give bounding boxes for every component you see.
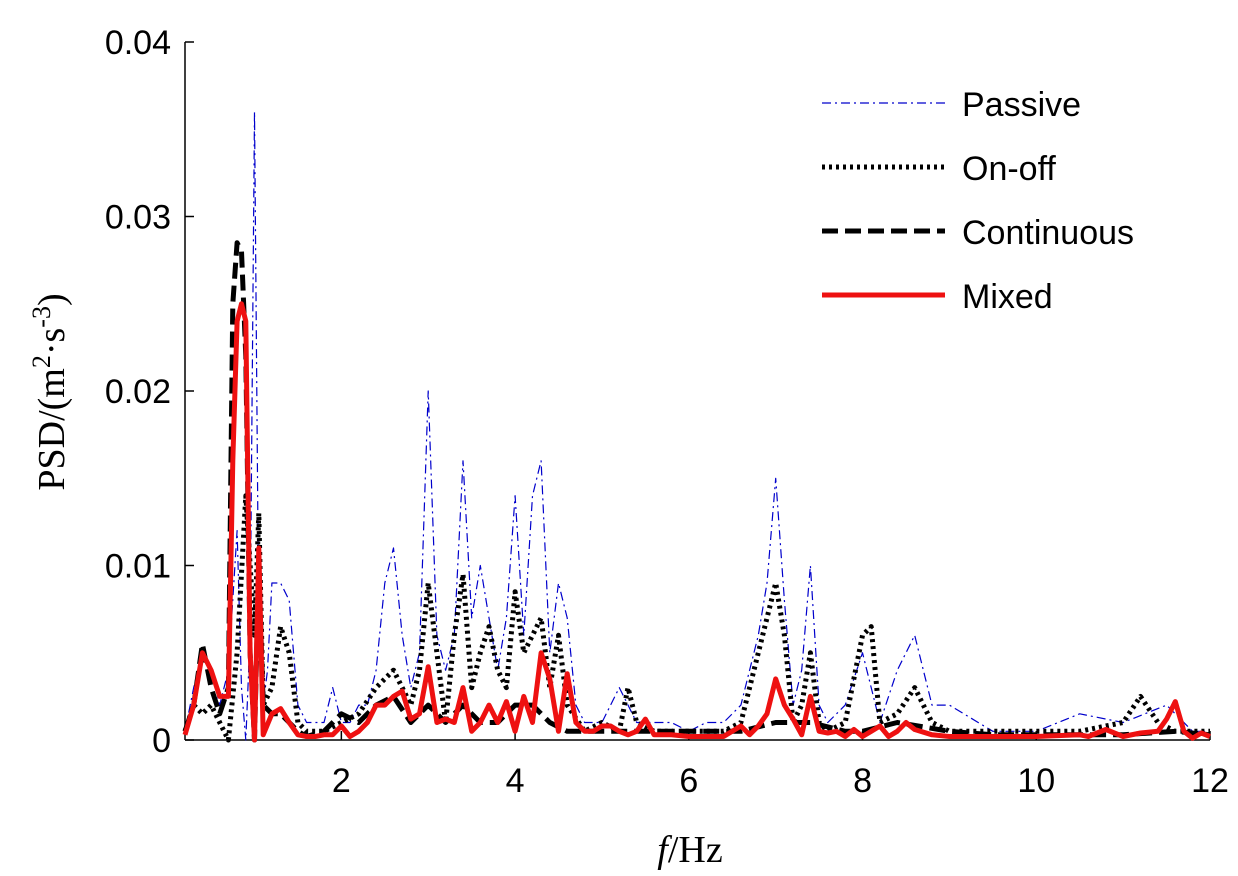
y-tick-label: 0 bbox=[152, 722, 171, 760]
legend-label-passive: Passive bbox=[962, 86, 1081, 124]
x-ticks: 2 4 6 8 10 12 bbox=[332, 731, 1229, 800]
y-axis-title-sup2: -3 bbox=[27, 306, 56, 328]
y-tick-label: 0.03 bbox=[105, 199, 171, 237]
x-tick-label: 12 bbox=[1191, 762, 1229, 800]
x-tick-label: 4 bbox=[506, 762, 525, 800]
series-group bbox=[182, 111, 1211, 743]
axes bbox=[184, 42, 1210, 741]
x-tick-label: 6 bbox=[679, 762, 698, 800]
x-tick-label: 10 bbox=[1017, 762, 1055, 800]
legend-label-continuous: Continuous bbox=[962, 214, 1134, 252]
y-tick-label: 0.04 bbox=[105, 24, 171, 62]
legend-label-mixed: Mixed bbox=[962, 278, 1053, 316]
legend-label-on-off: On-off bbox=[962, 150, 1056, 188]
y-tick-label: 0.01 bbox=[105, 548, 171, 586]
x-axis-title: f/Hz bbox=[657, 829, 722, 871]
series-line-continuous bbox=[182, 240, 1211, 743]
y-axis-title-prefix: PSD/(m bbox=[31, 368, 73, 490]
y-axis-title: PSD/(m2·s-3) bbox=[27, 293, 74, 490]
x-tick-label: 2 bbox=[332, 762, 351, 800]
series-line-mixed bbox=[182, 301, 1211, 743]
y-tick-label: 0.02 bbox=[105, 373, 171, 411]
x-tick-label: 8 bbox=[853, 762, 872, 800]
legend: Passive On-off Continuous Mixed bbox=[822, 86, 1134, 316]
series-line-on-off bbox=[182, 493, 1210, 743]
y-ticks: 0 0.01 0.02 0.03 0.04 bbox=[105, 24, 194, 760]
series-line-passive bbox=[184, 111, 1210, 741]
y-axis-title-sup1: 2 bbox=[27, 355, 56, 368]
y-axis-title-mid: ·s bbox=[31, 328, 73, 355]
x-axis-title-rest: /Hz bbox=[668, 829, 723, 871]
y-axis-title-suffix: ) bbox=[31, 293, 73, 306]
